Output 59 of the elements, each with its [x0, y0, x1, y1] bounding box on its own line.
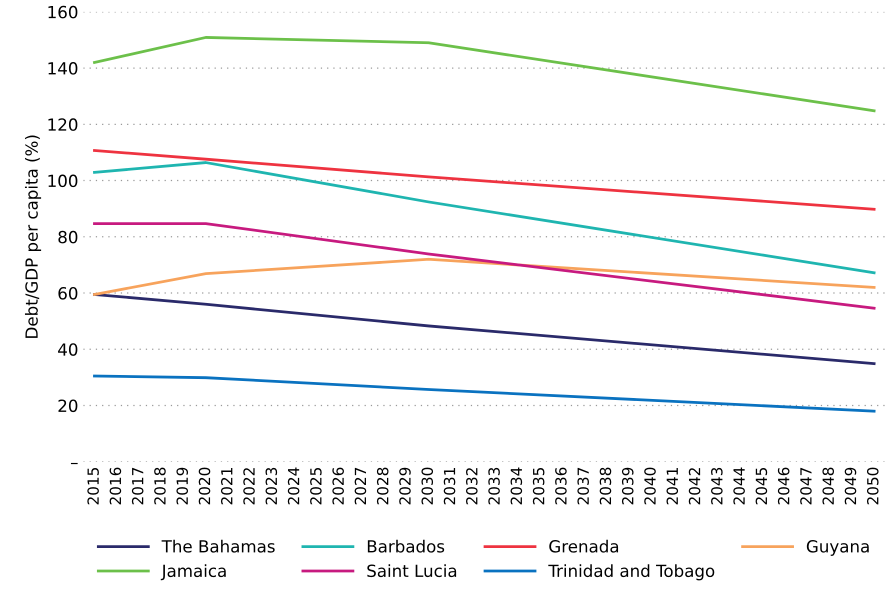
x-tick-label: 2020 — [198, 468, 210, 504]
x-tick-label: 2046 — [778, 468, 790, 504]
x-tick-label: 2019 — [176, 468, 188, 504]
legend-label: Jamaica — [160, 564, 226, 580]
x-tick-label: 2036 — [555, 468, 567, 504]
x-tick-label: 2033 — [488, 468, 500, 504]
x-tick-label: 2039 — [622, 468, 634, 504]
legend-label: Grenada — [549, 540, 618, 553]
y-tick-label: 60 — [58, 287, 78, 300]
y-tick-label: 140 — [48, 62, 78, 75]
x-tick-label: 2027 — [354, 468, 366, 504]
x-tick-label: 2034 — [510, 467, 522, 504]
x-tick-label: 2038 — [600, 468, 612, 504]
x-tick-label: 2031 — [444, 468, 456, 504]
x-tick-label: 2025 — [310, 468, 322, 504]
x-tick-label: 2022 — [243, 468, 255, 504]
y-tick-label: 120 — [48, 118, 78, 131]
x-tick-label: 2048 — [822, 468, 834, 504]
legend-label: Barbados — [368, 540, 444, 553]
x-tick-label: 2047 — [800, 468, 812, 504]
y-tick-label: 160 — [48, 6, 78, 18]
x-tick-label: 2045 — [756, 468, 768, 504]
legend-label: Saint Lucia — [367, 564, 456, 578]
line-series — [93, 258, 876, 296]
x-tick-label: 2023 — [266, 468, 278, 504]
x-tick-label: 2044 — [733, 467, 745, 504]
line-series — [93, 374, 876, 413]
x-tick-label: 2037 — [577, 468, 589, 504]
line-series — [93, 36, 876, 112]
y-tick-label: 80 — [58, 230, 78, 244]
x-tick-label: 2043 — [711, 468, 723, 504]
x-tick-label: 2050 — [866, 468, 879, 504]
x-tick-label: 2029 — [399, 468, 411, 504]
x-tick-label: 2032 — [466, 468, 478, 504]
x-tick-label: 2040 — [644, 468, 656, 504]
line-series — [93, 149, 876, 211]
x-tick-label: 2018 — [154, 468, 166, 504]
y-tick-label: 40 — [58, 343, 78, 356]
line-series — [93, 293, 876, 366]
x-tick-label: 2041 — [666, 468, 678, 504]
x-tick-label: 2042 — [688, 468, 700, 504]
x-tick-label: 2021 — [220, 468, 233, 504]
x-tick-label: 2016 — [110, 468, 122, 504]
x-tick-label: 2017 — [132, 468, 144, 504]
x-tick-label: 2024 — [288, 467, 300, 504]
x-tick-label: 2035 — [532, 468, 544, 504]
legend-label: Guyana — [806, 540, 869, 556]
line-series — [93, 161, 876, 274]
y-tick-label: 100 — [48, 174, 78, 188]
legend-label: The Bahamas — [162, 540, 275, 553]
x-tick-label: 2028 — [376, 468, 388, 504]
y-tick-label: 20 — [58, 399, 78, 412]
x-tick-label: 2030 — [421, 468, 434, 504]
legend-label: Trinidad and Tobago — [548, 564, 714, 580]
y-tick-label: – — [70, 462, 78, 464]
x-tick-label: 2026 — [332, 468, 344, 504]
x-tick-label: 2015 — [87, 468, 99, 504]
x-tick-label: 2049 — [844, 468, 856, 504]
y-axis-title: Debt/GDP per capita (%) — [24, 136, 42, 338]
